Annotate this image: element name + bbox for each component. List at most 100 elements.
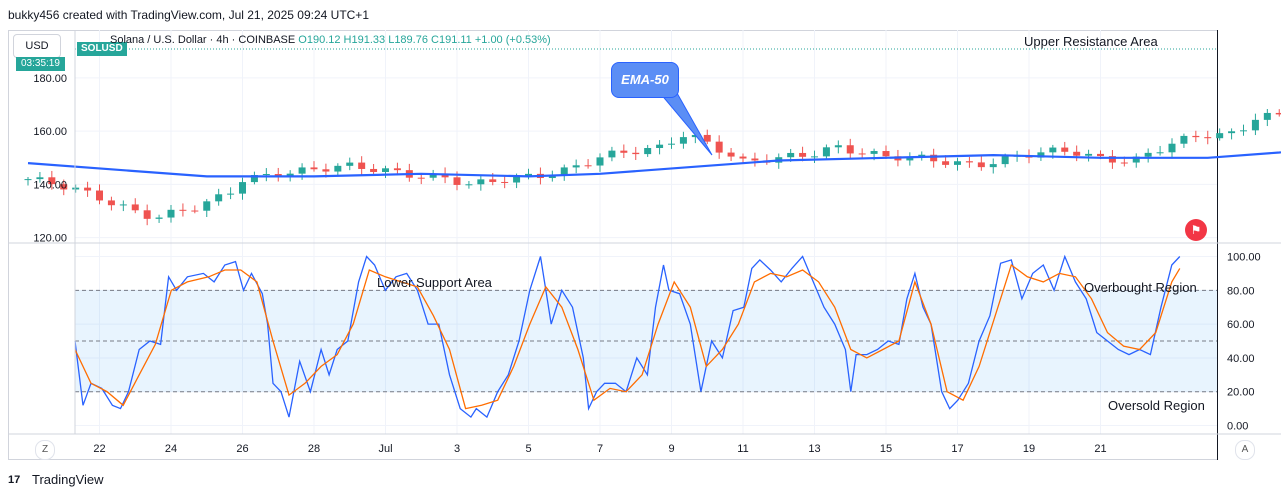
candle-body [656, 144, 664, 149]
candle-body [36, 177, 44, 180]
overbought-label[interactable]: Overbought Region [1084, 280, 1197, 295]
time-axis-tick: 22 [93, 443, 105, 455]
oscillator-axis-tick: 80.00 [1227, 285, 1255, 297]
candle-body [691, 134, 699, 138]
candle-body [1061, 147, 1069, 152]
candle-body [846, 145, 854, 154]
candle-body [596, 157, 604, 166]
candle-body [739, 156, 747, 159]
candle-body [370, 168, 378, 172]
oversold-label[interactable]: Oversold Region [1108, 398, 1205, 413]
candle-body [799, 152, 807, 157]
candle-body [310, 167, 318, 170]
stoch-k-line [74, 254, 1181, 419]
time-axis-tick: 21 [1094, 443, 1106, 455]
candle-body [560, 167, 568, 176]
time-axis-tick: 15 [880, 443, 892, 455]
candle-body [525, 173, 532, 176]
candle-body [811, 156, 818, 158]
candle-body [393, 168, 401, 171]
candle-body [96, 190, 103, 201]
candle-body [1216, 133, 1224, 139]
auto-scale-button[interactable]: A [1235, 440, 1255, 460]
candle-body [965, 161, 973, 163]
candle-body [1144, 152, 1152, 157]
time-axis-tick: 13 [808, 443, 820, 455]
candle-body [227, 193, 235, 195]
price-axis-tick: 180.00 [33, 73, 67, 85]
candle-body [155, 217, 163, 219]
candle-body [24, 179, 32, 181]
candle-body [286, 173, 294, 177]
candle-body [1085, 153, 1093, 156]
price-axis-tick: 140.00 [33, 179, 67, 191]
candle-body [203, 201, 211, 211]
oscillator-axis-tick: 40.00 [1227, 353, 1255, 365]
candle-body [143, 210, 151, 219]
oscillator-axis-tick: 100.00 [1227, 252, 1261, 264]
time-axis-tick: 11 [737, 443, 748, 455]
currency-button[interactable]: USD [13, 34, 61, 58]
stoch-d-line [74, 263, 1181, 410]
candle-body [322, 169, 330, 172]
candle-body [679, 137, 687, 144]
candle-body [417, 177, 425, 179]
candle-body [513, 175, 521, 183]
candle-body [501, 181, 509, 183]
candle-body [906, 156, 914, 161]
candle-body [1132, 156, 1140, 163]
candle-body [1192, 135, 1200, 138]
candle-body [1001, 156, 1009, 165]
ema-callout[interactable]: EMA-50 [611, 62, 679, 98]
tradingview-logo-text: TradingView [32, 472, 104, 487]
candle-body [977, 162, 985, 168]
symbol-tag: SOLUSD [77, 42, 127, 56]
log-scale-button[interactable]: Z [35, 440, 55, 460]
candle-body [119, 204, 127, 206]
candle-body [1108, 156, 1116, 163]
time-axis-tick: 19 [1023, 443, 1035, 455]
candle-body [334, 165, 342, 172]
candle-body [191, 210, 199, 212]
created-credit: bukky456 created with TradingView.com, J… [8, 8, 369, 22]
candle-body [262, 174, 270, 176]
candle-body [751, 158, 759, 161]
candle-body [930, 154, 938, 162]
candle-body [870, 151, 878, 154]
candle-body [572, 165, 580, 168]
legend-ohlc: O190.12 H191.33 L189.76 C191.11 +1.00 (+… [298, 34, 551, 46]
candle-body [548, 175, 556, 179]
time-axis-tick: Jul [378, 443, 392, 455]
candle-body [453, 177, 461, 185]
tradingview-logo-icon: 17 [8, 474, 21, 486]
candle-body [72, 187, 80, 190]
candle-body [632, 152, 640, 155]
candle-body [167, 209, 175, 218]
chart-frame [8, 30, 1217, 460]
tradingview-logo[interactable]: 17 TradingView [8, 472, 118, 488]
time-axis-tick: 28 [308, 443, 320, 455]
candle-body [1156, 152, 1164, 154]
candle-body [644, 148, 652, 155]
candle-body [918, 154, 926, 157]
candle-body [382, 168, 389, 172]
us-flag-icon[interactable]: ⚑ [1185, 219, 1207, 241]
candle-body [84, 187, 92, 191]
candle-body [1228, 131, 1236, 134]
ema-50-line [27, 151, 1281, 178]
candle-body [107, 200, 115, 206]
candle-body [215, 194, 223, 202]
oscillator-axis-tick: 0.00 [1227, 421, 1248, 433]
candle-body [1037, 152, 1045, 158]
candle-body [1049, 147, 1057, 153]
lower-support-label[interactable]: Lower Support Area [377, 275, 492, 290]
price-axis-tick: 160.00 [33, 126, 67, 138]
candle-body [1251, 119, 1259, 131]
time-axis-tick: 9 [668, 443, 674, 455]
candle-body [942, 161, 950, 165]
callout-pointer [658, 92, 713, 156]
time-axis-tick: 17 [951, 443, 963, 455]
candle-body [1263, 112, 1271, 120]
upper-resistance-label[interactable]: Upper Resistance Area [1024, 34, 1158, 49]
